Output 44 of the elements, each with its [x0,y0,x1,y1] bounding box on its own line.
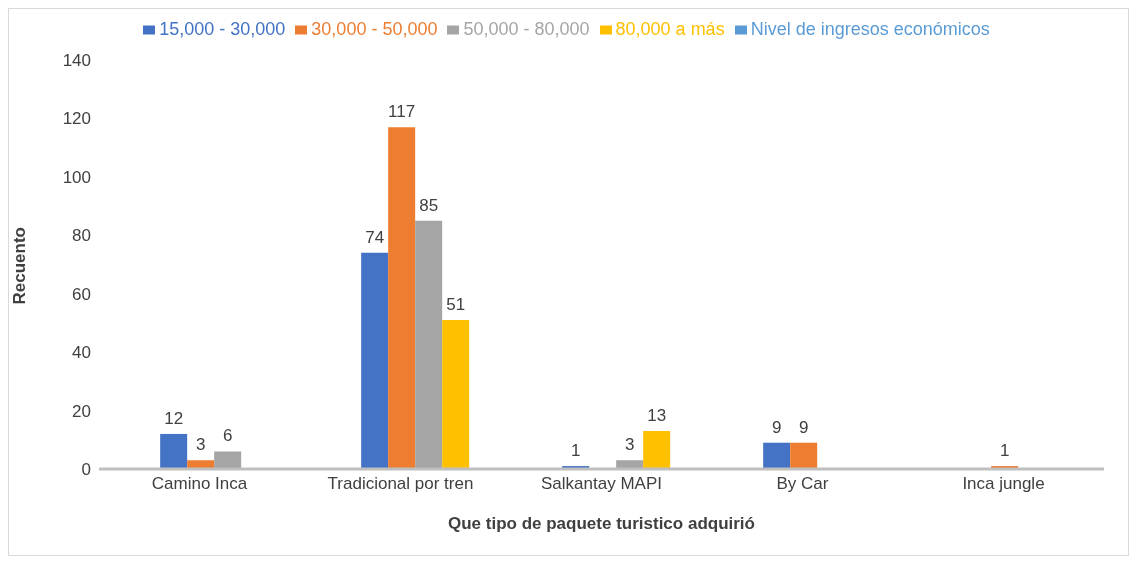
legend-label: 30,000 - 50,000 [311,19,438,39]
bar [214,451,242,469]
bar [388,127,416,469]
data-label: 1 [570,441,581,461]
legend-label: 15,000 - 30,000 [159,19,286,39]
y-tick-label: 60 [72,284,91,304]
y-tick-label: 20 [72,401,91,421]
data-label: 85 [419,195,439,215]
y-tick-label: 80 [72,226,91,246]
bar [763,442,791,469]
bar [187,460,215,469]
y-axis-title: Recuento [10,227,30,305]
y-tick-label: 0 [81,460,91,480]
data-label: 12 [164,408,184,428]
bar [616,460,644,469]
bar [361,252,389,469]
data-label: 9 [771,417,782,437]
legend-label: 50,000 - 80,000 [463,19,590,39]
y-tick-label: 100 [62,167,91,187]
y-tick-label: 40 [72,343,91,363]
x-tick-label: Tradicional por tren [327,474,474,494]
x-tick-label: Camino Inca [151,474,248,494]
legend-label: 80,000 a más [615,19,725,39]
x-axis-title: Que tipo de paquete turistico adquirió [448,514,755,534]
y-tick-label: 120 [62,109,91,129]
data-label: 9 [798,417,809,437]
bar [643,431,671,469]
bar [160,433,188,469]
data-label: 3 [624,435,635,455]
data-label: 3 [195,435,206,455]
data-label: 1 [999,441,1010,461]
data-label: 13 [647,406,667,426]
data-label: 6 [222,426,233,446]
bar [790,442,818,469]
x-tick-label: Salkantay MAPI [541,474,662,494]
bar [442,320,470,469]
data-label: 117 [388,102,416,122]
x-tick-label: By Car [776,474,829,494]
x-tick-label: Inca jungle [962,474,1045,494]
data-label: 74 [365,227,385,247]
data-label: 51 [446,295,466,315]
bar [415,220,443,469]
y-tick-label: 140 [62,51,91,71]
legend-label: Nivel de ingresos económicos [750,19,990,39]
